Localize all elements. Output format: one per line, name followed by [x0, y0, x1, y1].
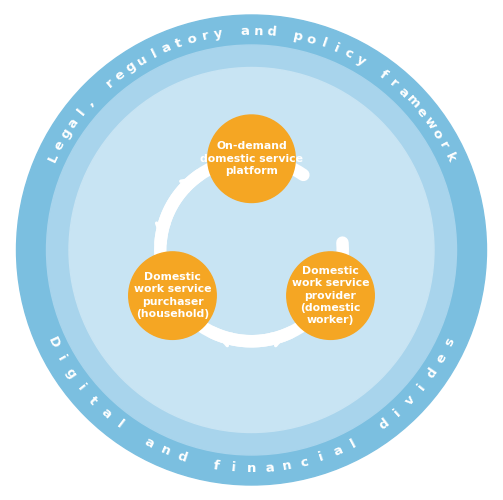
Text: a: a: [65, 116, 81, 130]
Text: l: l: [319, 36, 328, 51]
Text: m: m: [403, 92, 422, 112]
Text: i: i: [231, 462, 236, 474]
Text: n: n: [254, 24, 263, 38]
Text: y: y: [213, 26, 223, 41]
Text: ,: ,: [84, 96, 97, 108]
Text: r: r: [103, 76, 116, 90]
Text: a: a: [160, 40, 173, 56]
Text: a: a: [98, 406, 113, 421]
Text: a: a: [395, 84, 411, 100]
Text: r: r: [437, 140, 451, 151]
Text: n: n: [158, 443, 172, 459]
Text: a: a: [331, 444, 345, 459]
Text: p: p: [292, 29, 304, 43]
Text: i: i: [391, 406, 403, 420]
Text: c: c: [342, 46, 355, 62]
Circle shape: [17, 15, 486, 485]
Text: d: d: [175, 450, 189, 465]
Circle shape: [208, 115, 295, 202]
Text: t: t: [86, 394, 100, 407]
Text: i: i: [317, 450, 325, 464]
Text: e: e: [113, 67, 128, 83]
Text: g: g: [63, 366, 79, 381]
Text: l: l: [349, 436, 359, 450]
Text: i: i: [75, 382, 88, 394]
Text: f: f: [212, 459, 220, 473]
Text: Domestic
work service
purchaser
(household): Domestic work service purchaser (househo…: [134, 272, 211, 319]
Text: i: i: [55, 353, 68, 364]
Circle shape: [287, 252, 374, 340]
Text: e: e: [434, 351, 450, 366]
Text: s: s: [442, 336, 457, 349]
Text: o: o: [186, 32, 198, 47]
Text: k: k: [442, 151, 458, 164]
Text: o: o: [429, 126, 445, 142]
Text: f: f: [377, 68, 389, 82]
Text: D: D: [45, 334, 61, 350]
Text: l: l: [114, 418, 125, 431]
Text: On-demand
domestic service
platform: On-demand domestic service platform: [200, 142, 303, 176]
Text: a: a: [240, 24, 249, 38]
Text: l: l: [149, 47, 159, 61]
Text: v: v: [402, 393, 417, 408]
Text: a: a: [142, 436, 156, 451]
Text: o: o: [305, 32, 317, 47]
Text: d: d: [424, 366, 440, 381]
Text: Domestic
work service
provider
(domestic
worker): Domestic work service provider (domestic…: [292, 266, 369, 326]
Text: i: i: [332, 42, 341, 56]
Text: e: e: [51, 138, 67, 152]
Text: d: d: [376, 416, 391, 432]
Circle shape: [46, 45, 457, 455]
Text: w: w: [421, 114, 438, 132]
Text: t: t: [174, 36, 184, 51]
Text: n: n: [247, 462, 256, 475]
Text: L: L: [46, 151, 61, 164]
Text: a: a: [264, 461, 274, 475]
Text: r: r: [200, 29, 210, 43]
Text: y: y: [354, 52, 367, 68]
Text: n: n: [281, 458, 292, 473]
Circle shape: [69, 68, 434, 432]
Text: i: i: [415, 382, 428, 394]
Text: g: g: [124, 60, 139, 76]
Text: d: d: [266, 26, 277, 39]
Text: l: l: [75, 106, 88, 118]
Circle shape: [129, 252, 216, 340]
Text: c: c: [299, 455, 309, 469]
Text: e: e: [413, 104, 429, 120]
Text: g: g: [58, 126, 74, 142]
Text: u: u: [135, 52, 150, 68]
Text: r: r: [387, 76, 400, 90]
